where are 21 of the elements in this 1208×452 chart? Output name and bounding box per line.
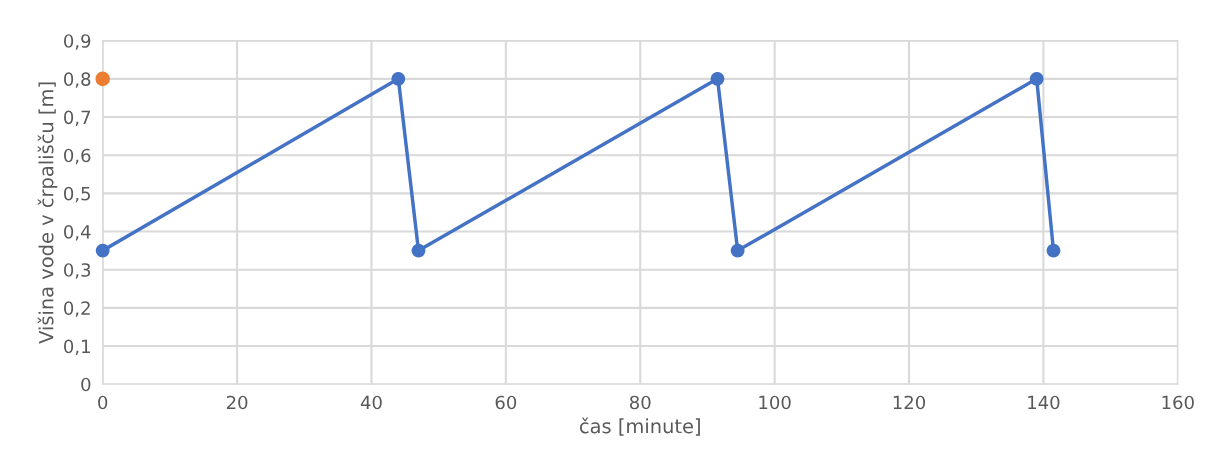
x-tick-label: 140 (1028, 395, 1060, 410)
x-axis-title: čas [minute] (579, 417, 700, 436)
y-tick-label: 0,3 (64, 263, 91, 279)
x-tick-label: 0 (98, 395, 108, 410)
y-tick-label: 0,8 (64, 72, 91, 88)
x-tick-label: 60 (495, 395, 517, 410)
x-tick-label: 100 (759, 395, 791, 410)
x-tick-label: 20 (226, 395, 248, 410)
y-tick-label: 0,2 (64, 301, 90, 317)
y-tick-label: 0,6 (64, 148, 91, 165)
y-tick-label: 0 (81, 377, 91, 392)
y-tick-label: 0,5 (64, 186, 90, 203)
y-tick-label: 0,4 (64, 224, 91, 241)
x-tick-label: 160 (1162, 395, 1194, 410)
y-tick-label: 0,9 (64, 34, 91, 50)
x-tick-label: 40 (360, 395, 382, 410)
x-tick-label: 120 (893, 395, 926, 410)
y-axis-title: Višina vode v črpališču [m] (37, 82, 58, 344)
x-tick-label: 80 (629, 395, 651, 410)
y-tick-label: 0,1 (64, 339, 90, 355)
y-tick-label: 0,7 (64, 110, 91, 126)
